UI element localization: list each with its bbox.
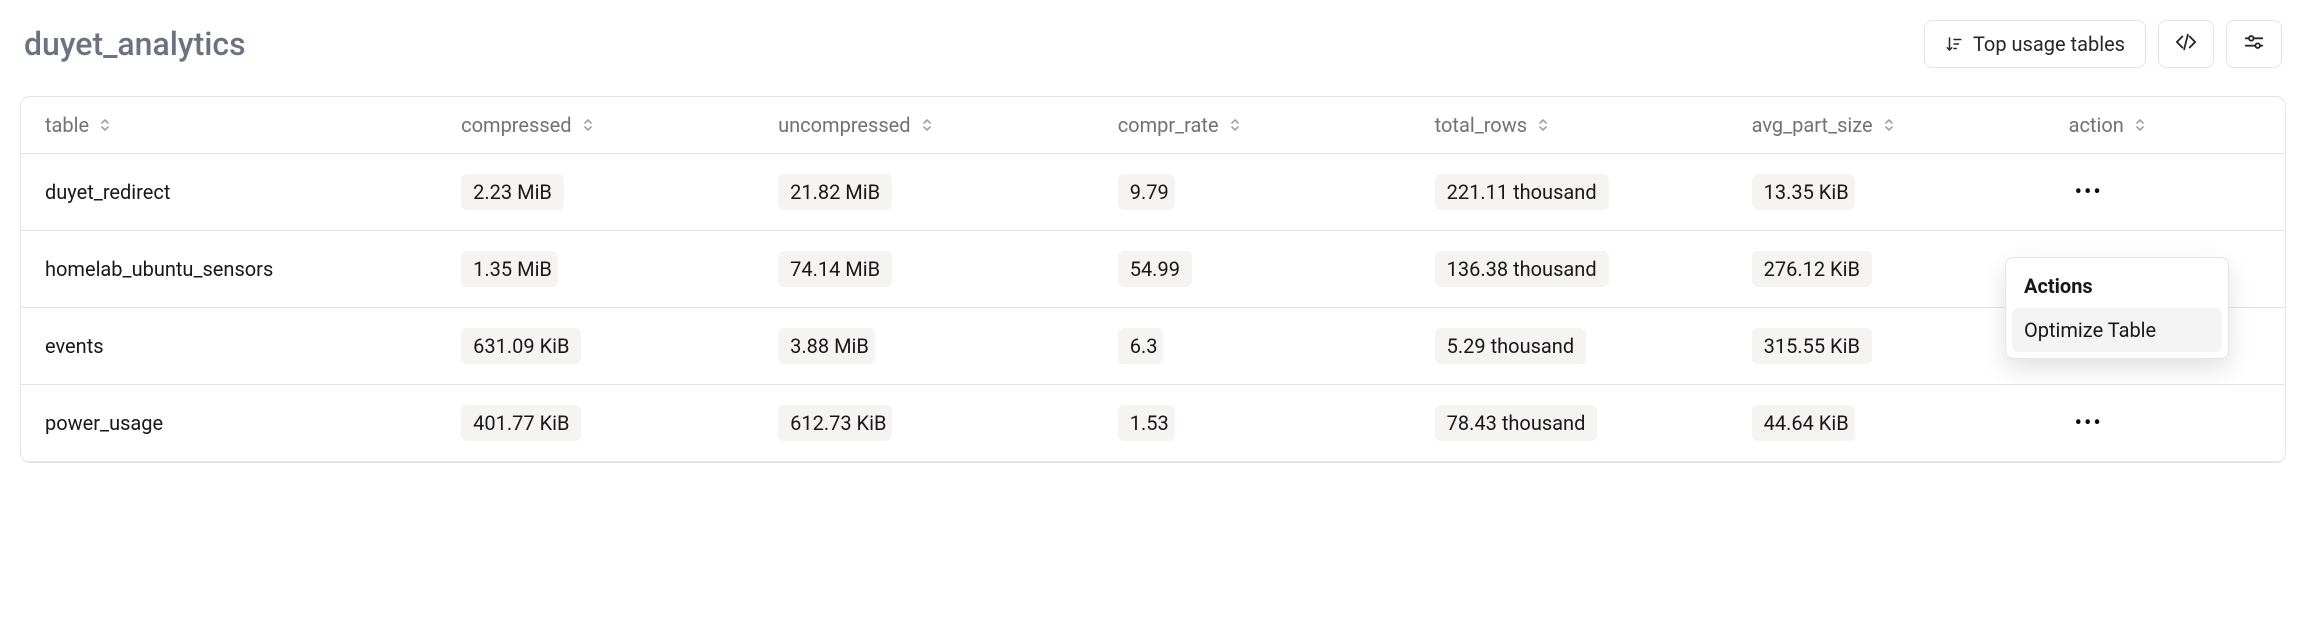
cell-compr-rate: 54.99: [1118, 251, 1192, 287]
table-row: duyet_redirect 2.23 MiB 21.82 MiB 9.79 2…: [21, 154, 2285, 231]
top-usage-label: Top usage tables: [1973, 32, 2125, 56]
col-header-action[interactable]: action: [2069, 113, 2146, 137]
row-actions-button[interactable]: •••: [2069, 407, 2109, 440]
cell-total-rows: 221.11 thousand: [1435, 174, 1609, 210]
cell-compr-rate: 9.79: [1118, 174, 1175, 210]
page-header: duyet_analytics Top usage tables: [20, 20, 2286, 68]
cell-avg-part-size: 315.55 KiB: [1752, 328, 1872, 364]
cell-compr-rate: 6.3: [1118, 328, 1164, 364]
code-button[interactable]: [2158, 20, 2214, 68]
optimize-table-item[interactable]: Optimize Table: [2012, 308, 2222, 352]
col-header-compr-rate[interactable]: compr_rate: [1118, 113, 1241, 137]
col-header-avg-part-size[interactable]: avg_part_size: [1752, 113, 1895, 137]
cell-compressed: 631.09 KiB: [461, 328, 581, 364]
tables-table: table compressed uncompressed compr_rate…: [21, 97, 2285, 462]
cell-avg-part-size: 276.12 KiB: [1752, 251, 1872, 287]
cell-total-rows: 78.43 thousand: [1435, 405, 1598, 441]
cell-table-name: duyet_redirect: [21, 154, 451, 231]
cell-avg-part-size: 13.35 KiB: [1752, 174, 1855, 210]
actions-popup-title: Actions: [2012, 264, 2222, 308]
sort-icon: [2134, 117, 2146, 133]
cell-compressed: 1.35 MiB: [461, 251, 558, 287]
col-header-table[interactable]: table: [45, 113, 111, 137]
col-header-compressed[interactable]: compressed: [461, 113, 593, 137]
actions-popup: Actions Optimize Table: [2005, 257, 2229, 359]
table-row: power_usage 401.77 KiB 612.73 KiB 1.53 7…: [21, 385, 2285, 462]
cell-uncompressed: 612.73 KiB: [778, 405, 892, 441]
cell-compr-rate: 1.53: [1118, 405, 1175, 441]
sort-icon: [1229, 117, 1241, 133]
cell-total-rows: 5.29 thousand: [1435, 328, 1586, 364]
sort-icon: [1883, 117, 1895, 133]
cell-uncompressed: 21.82 MiB: [778, 174, 892, 210]
sort-icon: [99, 117, 111, 133]
cell-uncompressed: 3.88 MiB: [778, 328, 875, 364]
sort-icon: [582, 117, 594, 133]
cell-compressed: 401.77 KiB: [461, 405, 581, 441]
tables-card: table compressed uncompressed compr_rate…: [20, 96, 2286, 463]
sort-icon: [1537, 117, 1549, 133]
col-header-total-rows[interactable]: total_rows: [1435, 113, 1549, 137]
settings-button[interactable]: [2226, 20, 2282, 68]
table-row: homelab_ubuntu_sensors 1.35 MiB 74.14 Mi…: [21, 231, 2285, 308]
col-header-uncompressed[interactable]: uncompressed: [778, 113, 932, 137]
cell-compressed: 2.23 MiB: [461, 174, 564, 210]
cell-uncompressed: 74.14 MiB: [778, 251, 892, 287]
sort-icon: [921, 117, 933, 133]
page-title: duyet_analytics: [24, 25, 246, 63]
table-header-row: table compressed uncompressed compr_rate…: [21, 97, 2285, 154]
code-icon: [2175, 31, 2197, 58]
cell-table-name: events: [21, 308, 451, 385]
sliders-icon: [2243, 31, 2265, 58]
top-usage-button[interactable]: Top usage tables: [1924, 20, 2146, 68]
cell-total-rows: 136.38 thousand: [1435, 251, 1609, 287]
sort-desc-icon: [1945, 35, 1963, 53]
table-row: events 631.09 KiB 3.88 MiB 6.3 5.29 thou…: [21, 308, 2285, 385]
header-actions: Top usage tables: [1924, 20, 2282, 68]
cell-avg-part-size: 44.64 KiB: [1752, 405, 1855, 441]
cell-table-name: homelab_ubuntu_sensors: [21, 231, 451, 308]
cell-table-name: power_usage: [21, 385, 451, 462]
row-actions-button[interactable]: •••: [2069, 176, 2109, 209]
